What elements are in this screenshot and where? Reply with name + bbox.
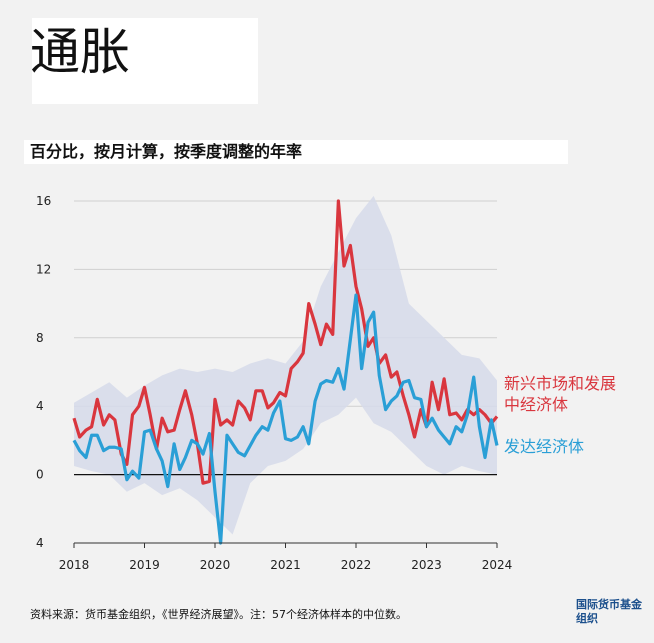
series-label-emerging: 新兴市场和发展中经济体 [504, 374, 616, 414]
imf-logo-text: 国际货币基金组织 [576, 598, 642, 625]
x-tick-label: 2019 [129, 558, 160, 572]
axis-layer: 16 12 8 4 0 4 2018 2019 2020 2021 2022 2023 2024 [36, 194, 512, 572]
x-tick-label: 2020 [200, 558, 231, 572]
title-background [32, 18, 258, 104]
y-tick-label: 0 [36, 468, 44, 482]
series-layer [72, 199, 499, 545]
x-tick-label: 2022 [341, 558, 372, 572]
x-tick-label: 2021 [270, 558, 301, 572]
x-tick-label: 2023 [411, 558, 442, 572]
series-line-advanced [72, 293, 499, 545]
y-tick-label: 16 [36, 194, 51, 208]
chart-title: 通胀 [30, 23, 130, 81]
x-tick-label: 2024 [482, 558, 513, 572]
chart-subtitle: 百分比，按月计算，按季度调整的年率 [30, 142, 303, 161]
source-note: 资料来源：货币基金组织，《世界经济展望》。注：57个经济体样本的中位数。 [30, 608, 407, 621]
y-tick-label: 12 [36, 262, 51, 276]
y-tick-label: 4 [36, 536, 44, 550]
y-tick-label: 8 [36, 331, 44, 345]
interquartile-range-band [74, 195, 497, 535]
y-tick-label: 4 [36, 399, 44, 413]
range-band-layer [74, 195, 497, 535]
x-tick-label: 2018 [59, 558, 90, 572]
subtitle-background [24, 140, 568, 164]
series-label-advanced: 发达经济体 [504, 437, 584, 456]
